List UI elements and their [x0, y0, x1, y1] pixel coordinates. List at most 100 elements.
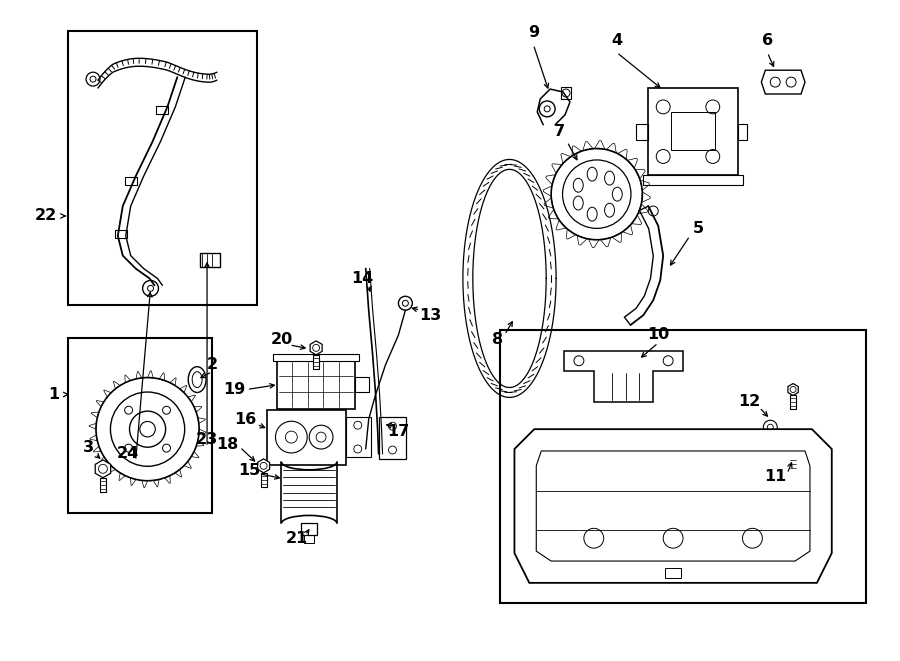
Polygon shape	[595, 141, 605, 149]
Text: 14: 14	[352, 271, 374, 286]
Text: 13: 13	[419, 307, 441, 323]
Bar	[346, 417, 371, 457]
Text: 1: 1	[48, 387, 58, 402]
Bar	[738, 124, 748, 139]
Bar	[313, 355, 320, 369]
Bar	[261, 473, 266, 486]
Text: 23: 23	[196, 432, 218, 447]
Bar	[302, 524, 317, 535]
Polygon shape	[548, 210, 558, 219]
Polygon shape	[515, 429, 832, 583]
Bar	[68, 30, 256, 305]
Polygon shape	[196, 441, 204, 446]
Polygon shape	[577, 235, 587, 245]
Bar	[157, 106, 168, 114]
Bar	[644, 175, 742, 185]
Bar	[790, 395, 796, 409]
Text: 17: 17	[387, 424, 410, 439]
Bar	[115, 230, 127, 238]
Text: 3: 3	[83, 440, 94, 455]
Polygon shape	[635, 169, 645, 179]
Polygon shape	[632, 215, 642, 225]
Polygon shape	[104, 390, 111, 397]
Polygon shape	[600, 237, 611, 247]
Polygon shape	[642, 192, 650, 202]
Polygon shape	[148, 371, 153, 378]
Text: 19: 19	[222, 382, 245, 397]
Polygon shape	[564, 351, 683, 403]
Text: 7: 7	[554, 124, 564, 139]
Text: 10: 10	[647, 327, 670, 342]
Polygon shape	[199, 429, 206, 435]
Text: 9: 9	[527, 25, 539, 40]
Bar	[277, 360, 355, 409]
Text: 12: 12	[738, 394, 760, 409]
Polygon shape	[544, 198, 554, 208]
Polygon shape	[125, 375, 130, 383]
Text: 16: 16	[235, 412, 256, 427]
Polygon shape	[165, 476, 170, 483]
Text: 21: 21	[286, 531, 309, 546]
Text: 8: 8	[492, 332, 503, 348]
Bar	[68, 338, 212, 514]
Text: 18: 18	[216, 436, 238, 451]
Polygon shape	[89, 424, 96, 429]
Bar	[665, 568, 681, 578]
Bar	[561, 87, 571, 99]
Text: 24: 24	[117, 446, 139, 461]
Bar	[790, 457, 796, 471]
Polygon shape	[627, 158, 637, 169]
Bar	[355, 377, 369, 393]
Polygon shape	[545, 175, 555, 184]
Bar	[125, 177, 137, 185]
Polygon shape	[188, 395, 195, 402]
Bar	[266, 410, 346, 465]
Text: 4: 4	[611, 33, 622, 48]
Polygon shape	[113, 381, 120, 389]
Polygon shape	[90, 435, 97, 441]
Polygon shape	[130, 478, 136, 485]
Polygon shape	[142, 481, 148, 488]
Bar	[200, 253, 220, 266]
Polygon shape	[583, 141, 593, 151]
Polygon shape	[95, 460, 111, 478]
Bar	[648, 88, 738, 175]
Polygon shape	[191, 451, 199, 458]
Bar	[671, 112, 715, 149]
Polygon shape	[194, 407, 202, 412]
Polygon shape	[617, 149, 627, 159]
Text: 11: 11	[764, 469, 787, 485]
Polygon shape	[638, 204, 648, 214]
Bar	[304, 535, 314, 543]
Polygon shape	[612, 233, 622, 243]
Polygon shape	[94, 446, 101, 452]
Bar	[636, 124, 648, 139]
Polygon shape	[607, 143, 616, 153]
Polygon shape	[108, 465, 115, 473]
Polygon shape	[159, 373, 165, 381]
Polygon shape	[544, 186, 552, 196]
Polygon shape	[198, 418, 205, 424]
Bar	[100, 478, 106, 492]
Text: 2: 2	[206, 357, 218, 372]
Polygon shape	[170, 378, 176, 385]
Text: 5: 5	[692, 221, 704, 237]
Polygon shape	[556, 220, 566, 230]
Text: 22: 22	[34, 208, 57, 223]
Polygon shape	[589, 239, 599, 248]
Polygon shape	[761, 70, 805, 94]
Bar	[500, 330, 867, 603]
Polygon shape	[566, 229, 576, 239]
Polygon shape	[96, 401, 104, 407]
Bar	[379, 417, 407, 459]
Text: 6: 6	[761, 33, 773, 48]
Polygon shape	[257, 459, 270, 473]
Polygon shape	[787, 441, 800, 457]
Polygon shape	[572, 146, 581, 156]
Polygon shape	[561, 153, 571, 163]
Polygon shape	[136, 371, 142, 379]
Bar	[274, 354, 359, 361]
Polygon shape	[623, 225, 633, 235]
Polygon shape	[175, 469, 182, 477]
Polygon shape	[640, 180, 650, 190]
